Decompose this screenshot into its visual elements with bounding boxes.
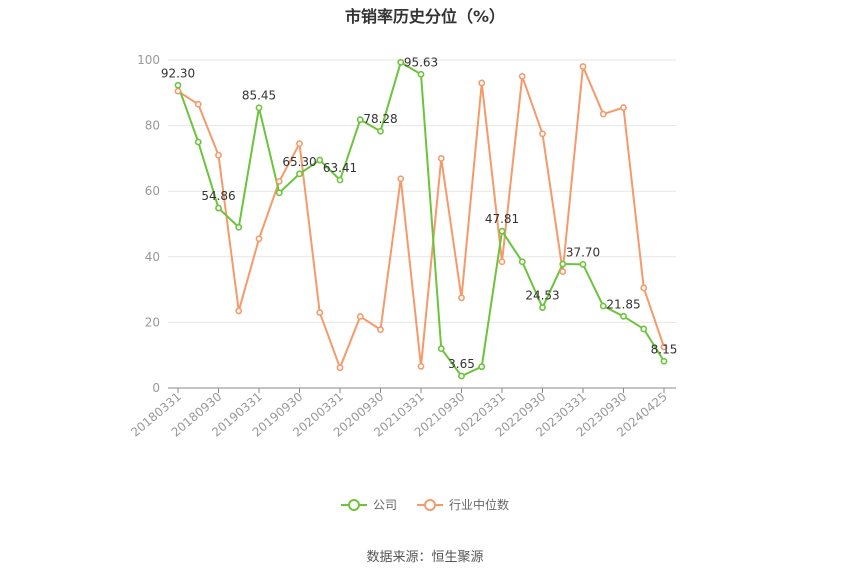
company-data-point bbox=[660, 357, 668, 365]
company-data-point bbox=[437, 345, 445, 353]
company-data-point bbox=[316, 156, 324, 164]
company-data-point bbox=[579, 260, 587, 268]
company-data-point bbox=[620, 312, 627, 320]
industry-data-point bbox=[437, 154, 445, 162]
company-data-point bbox=[518, 258, 526, 266]
industry-data-point bbox=[518, 73, 526, 80]
industry-data-point bbox=[599, 110, 607, 118]
company-data-point bbox=[296, 170, 303, 178]
company-series-line bbox=[177, 60, 665, 378]
industry-data-point bbox=[640, 284, 648, 292]
industry-data-point bbox=[458, 294, 465, 302]
company-data-point bbox=[478, 363, 486, 371]
data-labels: 92.30 54.86 85.45 65.30 63.41 78.28 95.63 3.65 4… bbox=[161, 55, 678, 371]
industry-data-point bbox=[539, 130, 546, 138]
y-tick-label: 0 bbox=[152, 381, 160, 395]
grid-lines bbox=[168, 59, 676, 323]
data-label: 8.15 bbox=[651, 342, 678, 356]
industry-data-point bbox=[174, 87, 182, 95]
company-data-point bbox=[417, 70, 425, 78]
industry-data-point bbox=[235, 307, 243, 315]
data-label: 54.86 bbox=[201, 189, 235, 203]
series-lines bbox=[177, 60, 665, 378]
company-data-point bbox=[377, 127, 384, 135]
y-tick-label: 80 bbox=[145, 119, 160, 133]
data-label: 3.65 bbox=[448, 357, 475, 371]
company-data-point bbox=[275, 189, 283, 197]
industry-data-point bbox=[397, 175, 405, 183]
company-data-point bbox=[255, 104, 263, 112]
y-tick-label: 100 bbox=[137, 53, 160, 67]
y-tick-label: 60 bbox=[145, 184, 160, 198]
data-label: 21.85 bbox=[606, 297, 640, 311]
y-axis-ticks: 0 20 40 60 80 100 bbox=[137, 53, 160, 395]
industry-data-point bbox=[559, 268, 567, 275]
company-data-point bbox=[235, 223, 243, 231]
industry-data-point bbox=[660, 343, 668, 351]
company-line-marker-icon bbox=[340, 498, 367, 512]
legend-item-company[interactable]: 公司 bbox=[340, 496, 397, 513]
x-axis: 2018033120180930201903312019093020200331… bbox=[128, 387, 676, 440]
data-label: 78.28 bbox=[363, 112, 397, 126]
company-data-point bbox=[559, 260, 567, 268]
industry-data-point bbox=[356, 313, 364, 320]
industry-data-point bbox=[255, 235, 263, 243]
industry-line-marker-icon bbox=[417, 498, 443, 512]
industry-data-point bbox=[316, 309, 324, 316]
y-tick-label: 40 bbox=[145, 250, 160, 264]
company-data-point bbox=[498, 227, 506, 235]
company-data-point bbox=[194, 138, 202, 146]
data-label: 85.45 bbox=[242, 89, 276, 103]
industry-data-point bbox=[498, 258, 506, 266]
data-label: 92.30 bbox=[161, 66, 195, 80]
company-data-point bbox=[336, 176, 344, 184]
industry-data-point bbox=[194, 100, 202, 108]
data-label: 47.81 bbox=[485, 212, 519, 226]
legend-label-company: 公司 bbox=[372, 498, 397, 512]
company-data-point bbox=[458, 372, 465, 380]
data-label: 65.30 bbox=[282, 155, 316, 169]
company-data-point bbox=[640, 325, 648, 333]
legend-label-industry: 行业中位数 bbox=[449, 498, 510, 512]
company-data-point bbox=[215, 204, 222, 212]
chart-title: 市销率历史分位（%） bbox=[344, 7, 506, 26]
industry-data-point bbox=[275, 177, 283, 185]
industry-data-point bbox=[620, 104, 627, 111]
data-label: 37.70 bbox=[566, 245, 600, 259]
industry-data-point bbox=[579, 63, 587, 70]
company-data-point bbox=[174, 81, 182, 89]
company-data-point bbox=[397, 58, 405, 66]
data-label: 95.63 bbox=[404, 55, 438, 69]
y-tick-label: 20 bbox=[145, 315, 160, 329]
line-chart: 0 20 40 60 80 100 201803312018093020190331201… bbox=[128, 53, 678, 440]
company-data-point bbox=[539, 304, 546, 311]
series-points bbox=[174, 58, 668, 380]
data-source: 数据来源：恒生聚源 bbox=[366, 550, 484, 565]
industry-data-point bbox=[417, 362, 425, 370]
company-data-point bbox=[356, 116, 364, 124]
industry-data-point bbox=[478, 79, 486, 87]
industry-data-point bbox=[296, 140, 303, 148]
legend-item-industry[interactable]: 行业中位数 bbox=[417, 496, 509, 513]
legend: 公司 行业中位数 bbox=[0, 496, 850, 513]
industry-data-point bbox=[336, 364, 344, 372]
industry-data-point bbox=[377, 326, 384, 334]
data-label: 24.53 bbox=[525, 289, 559, 303]
company-data-point bbox=[599, 302, 607, 310]
industry-data-point bbox=[215, 151, 222, 159]
data-label: 63.41 bbox=[323, 161, 357, 175]
